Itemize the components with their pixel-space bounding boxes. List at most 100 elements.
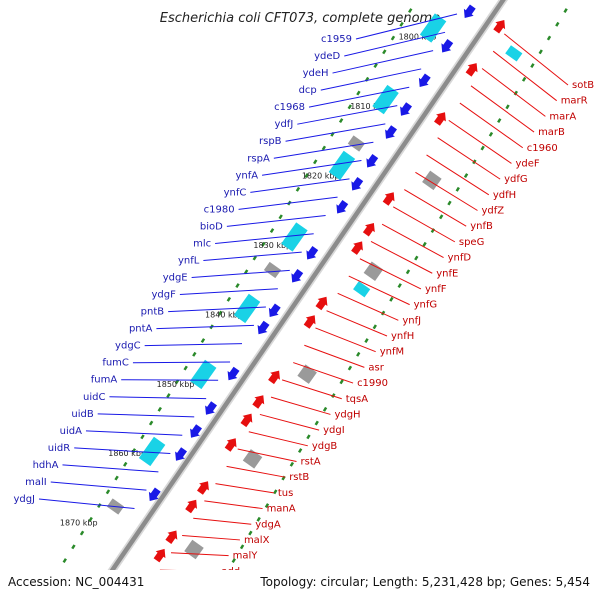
cds-block bbox=[233, 293, 261, 324]
tick-dash bbox=[166, 393, 171, 399]
reverse-leader-line bbox=[415, 171, 478, 211]
forward-gene-arrow bbox=[418, 73, 431, 87]
reverse-gene-label: rstB bbox=[289, 472, 309, 483]
reverse-leader-line bbox=[293, 362, 354, 384]
reverse-gene-arrow bbox=[362, 223, 375, 237]
forward-gene-arrow bbox=[257, 320, 270, 335]
forward-gene-label: ydfJ bbox=[275, 119, 294, 130]
reverse-gene-label: ydeF bbox=[515, 158, 539, 169]
tick-dash bbox=[200, 338, 206, 344]
tick-dash bbox=[405, 269, 411, 275]
forward-leader-line bbox=[191, 269, 290, 279]
tick-dash bbox=[313, 159, 318, 165]
tick-dash bbox=[297, 448, 303, 454]
cds-block-gray bbox=[347, 135, 365, 152]
forward-gene-label: rspA bbox=[247, 153, 270, 164]
reverse-leader-line bbox=[270, 396, 331, 415]
tick-dash bbox=[123, 461, 128, 467]
forward-gene-arrow bbox=[190, 424, 202, 438]
forward-leader-line bbox=[308, 86, 410, 108]
forward-leader-line bbox=[320, 68, 422, 91]
tick-dash bbox=[97, 503, 102, 509]
tick-dash bbox=[546, 35, 552, 41]
tick-dash bbox=[273, 489, 278, 495]
cds-block-gray bbox=[363, 261, 384, 281]
tick-dash bbox=[563, 8, 568, 14]
reverse-leader-line bbox=[215, 483, 274, 494]
reverse-gene-arrow bbox=[197, 481, 209, 495]
cds-block-gray bbox=[263, 261, 282, 279]
forward-leader-line bbox=[121, 379, 219, 381]
kbp-marker: 1870 kbp bbox=[60, 519, 98, 528]
cds-block bbox=[328, 150, 356, 181]
forward-gene-arrow bbox=[306, 246, 319, 260]
forward-gene-arrow bbox=[366, 154, 379, 168]
map-title: Escherichia coli CFT073, complete genome bbox=[160, 11, 440, 26]
reverse-gene-label: c1960 bbox=[527, 143, 558, 154]
tick-dash bbox=[278, 214, 283, 220]
tick-dash bbox=[356, 90, 361, 96]
tick-dash bbox=[488, 131, 494, 137]
tick-dash bbox=[414, 255, 419, 261]
forward-leader-line bbox=[179, 288, 278, 296]
reverse-gene-label: ydgH bbox=[334, 409, 360, 420]
reverse-gene-label: ynfM bbox=[380, 347, 404, 358]
forward-leader-line bbox=[285, 123, 386, 142]
kbp-marker: 1810 kbp bbox=[350, 102, 388, 111]
tick-dash bbox=[256, 516, 261, 522]
kbp-marker: 1840 kbp bbox=[205, 310, 243, 319]
forward-leader-line bbox=[156, 324, 254, 330]
forward-gene-arrow bbox=[148, 487, 161, 501]
reverse-leader-line bbox=[459, 102, 524, 149]
forward-gene-label: ydgJ bbox=[13, 494, 35, 505]
forward-leader-line bbox=[50, 481, 147, 491]
reverse-gene-arrow bbox=[185, 499, 197, 514]
kbp-markers: 1800 kbp 1810 kbp 1820 kbp 1830 kbp 1840 kbp… bbox=[60, 33, 436, 528]
cds-block bbox=[190, 359, 217, 390]
forward-gene-label: ydgF bbox=[152, 290, 177, 301]
forward-gene-label: malI bbox=[25, 477, 47, 488]
tick-dash bbox=[373, 63, 378, 69]
reverse-gene-label: ynfG bbox=[414, 300, 438, 311]
reverse-gene-arrow bbox=[351, 241, 363, 255]
accession-label: Accession: NC_004431 bbox=[8, 575, 144, 589]
reverse-gene-arrow bbox=[252, 395, 265, 409]
reverse-gene-arrow bbox=[224, 438, 237, 452]
reverse-leader-line bbox=[503, 33, 569, 86]
reverse-gene-arrow bbox=[240, 413, 253, 428]
reverse-leader-line bbox=[281, 379, 342, 400]
tick-dash bbox=[295, 186, 301, 192]
reverse-gene-label: ynfJ bbox=[402, 315, 421, 326]
forward-gene-label: c1968 bbox=[274, 102, 305, 113]
forward-gene-label: rspB bbox=[259, 136, 282, 147]
tick-dash bbox=[264, 503, 270, 509]
cds-block bbox=[281, 222, 308, 252]
tick-dash bbox=[261, 241, 266, 247]
reverse-gene-arrow bbox=[434, 112, 446, 126]
genome-backbone bbox=[87, 0, 508, 600]
tick-dash bbox=[105, 489, 111, 495]
tick-marks bbox=[45, 8, 568, 591]
reverse-gene-label: marB bbox=[538, 127, 565, 138]
forward-gene-label: ydgE bbox=[163, 273, 188, 284]
forward-gene-label: ynfL bbox=[178, 255, 200, 266]
reverse-gene-label: tus bbox=[278, 488, 293, 499]
reverse-leader-line bbox=[348, 275, 410, 306]
forward-gene-arrow bbox=[441, 39, 454, 53]
forward-gene-arrow bbox=[268, 303, 281, 317]
reverse-leader-line bbox=[182, 535, 240, 541]
forward-gene-labels: c1959 ydeD ydeH dcp c1968 ydfJ rspB rspA ynfA ynf… bbox=[13, 34, 352, 505]
footer-background bbox=[0, 570, 600, 600]
tick-dash bbox=[183, 365, 188, 371]
forward-gene-label: c1959 bbox=[321, 34, 352, 45]
reverse-leader-line bbox=[326, 310, 388, 337]
tick-dash bbox=[231, 558, 236, 564]
tick-dash bbox=[62, 558, 67, 564]
forward-leader-line bbox=[168, 306, 266, 313]
reverse-gene-label: ynfD bbox=[448, 253, 472, 264]
tick-dash bbox=[422, 241, 427, 247]
tick-dash bbox=[397, 283, 402, 289]
reverse-leader-line bbox=[226, 465, 286, 478]
tick-dash bbox=[382, 49, 387, 55]
